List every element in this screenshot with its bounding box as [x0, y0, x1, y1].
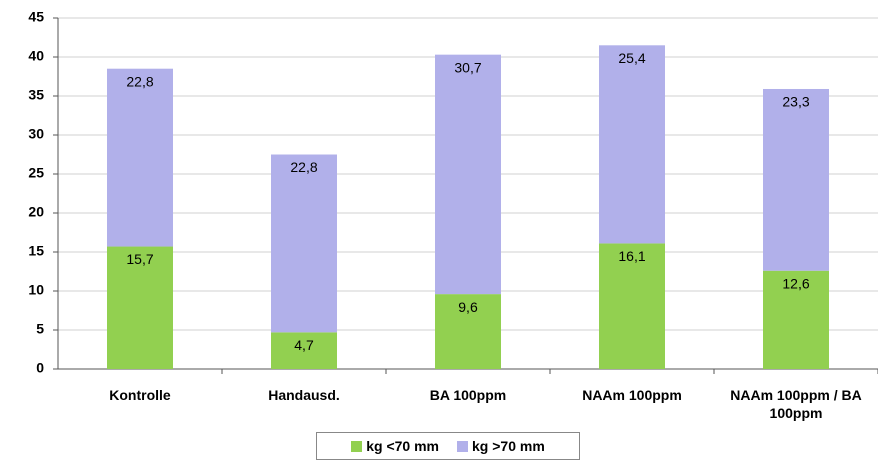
y-tick-label: 10 [28, 282, 44, 298]
y-tick-label: 5 [36, 321, 44, 337]
bar-segment [763, 88, 829, 271]
y-tick-label: 15 [28, 243, 44, 259]
value-label: 30,7 [454, 59, 481, 75]
value-label: 25,4 [618, 50, 645, 66]
y-tick-label: 25 [28, 165, 44, 181]
bar-segment [763, 270, 829, 369]
legend: kg <70 mm kg >70 mm [316, 432, 580, 460]
value-label: 4,7 [294, 337, 314, 353]
value-label: 15,7 [126, 251, 153, 267]
y-tick-label: 40 [28, 48, 44, 64]
y-tick-label: 0 [36, 360, 44, 376]
value-label: 16,1 [618, 248, 645, 264]
bar-segment [107, 68, 173, 247]
bar-segment [435, 54, 501, 295]
bar-segment [107, 246, 173, 369]
y-tick-label: 35 [28, 87, 44, 103]
value-label: 22,8 [290, 159, 317, 175]
y-tick-label: 45 [28, 9, 44, 25]
legend-label: kg <70 mm [366, 438, 439, 454]
x-tick-label: NAAm 100ppm [582, 387, 682, 403]
y-tick-label: 30 [28, 126, 44, 142]
bar-segment [435, 294, 501, 369]
legend-item: kg >70 mm [457, 438, 545, 454]
bar-segment [599, 243, 665, 369]
legend-swatch [457, 440, 468, 452]
x-tick-label: Kontrolle [109, 387, 171, 403]
value-label: 22,8 [126, 73, 153, 89]
legend-swatch [351, 440, 363, 452]
x-tick-label: Handausd. [268, 387, 340, 403]
bar-segment [599, 45, 665, 244]
value-label: 12,6 [782, 275, 809, 291]
bar-segment [271, 332, 337, 369]
x-tick-label: NAAm 100ppm / BA 100ppm [730, 387, 862, 421]
value-label: 23,3 [782, 94, 809, 110]
value-label: 9,6 [458, 299, 478, 315]
legend-label: kg >70 mm [472, 438, 545, 454]
y-tick-label: 20 [28, 204, 44, 220]
x-tick-label: BA 100ppm [429, 387, 507, 403]
bar-segment [271, 154, 337, 333]
legend-item: kg <70 mm [351, 438, 439, 454]
